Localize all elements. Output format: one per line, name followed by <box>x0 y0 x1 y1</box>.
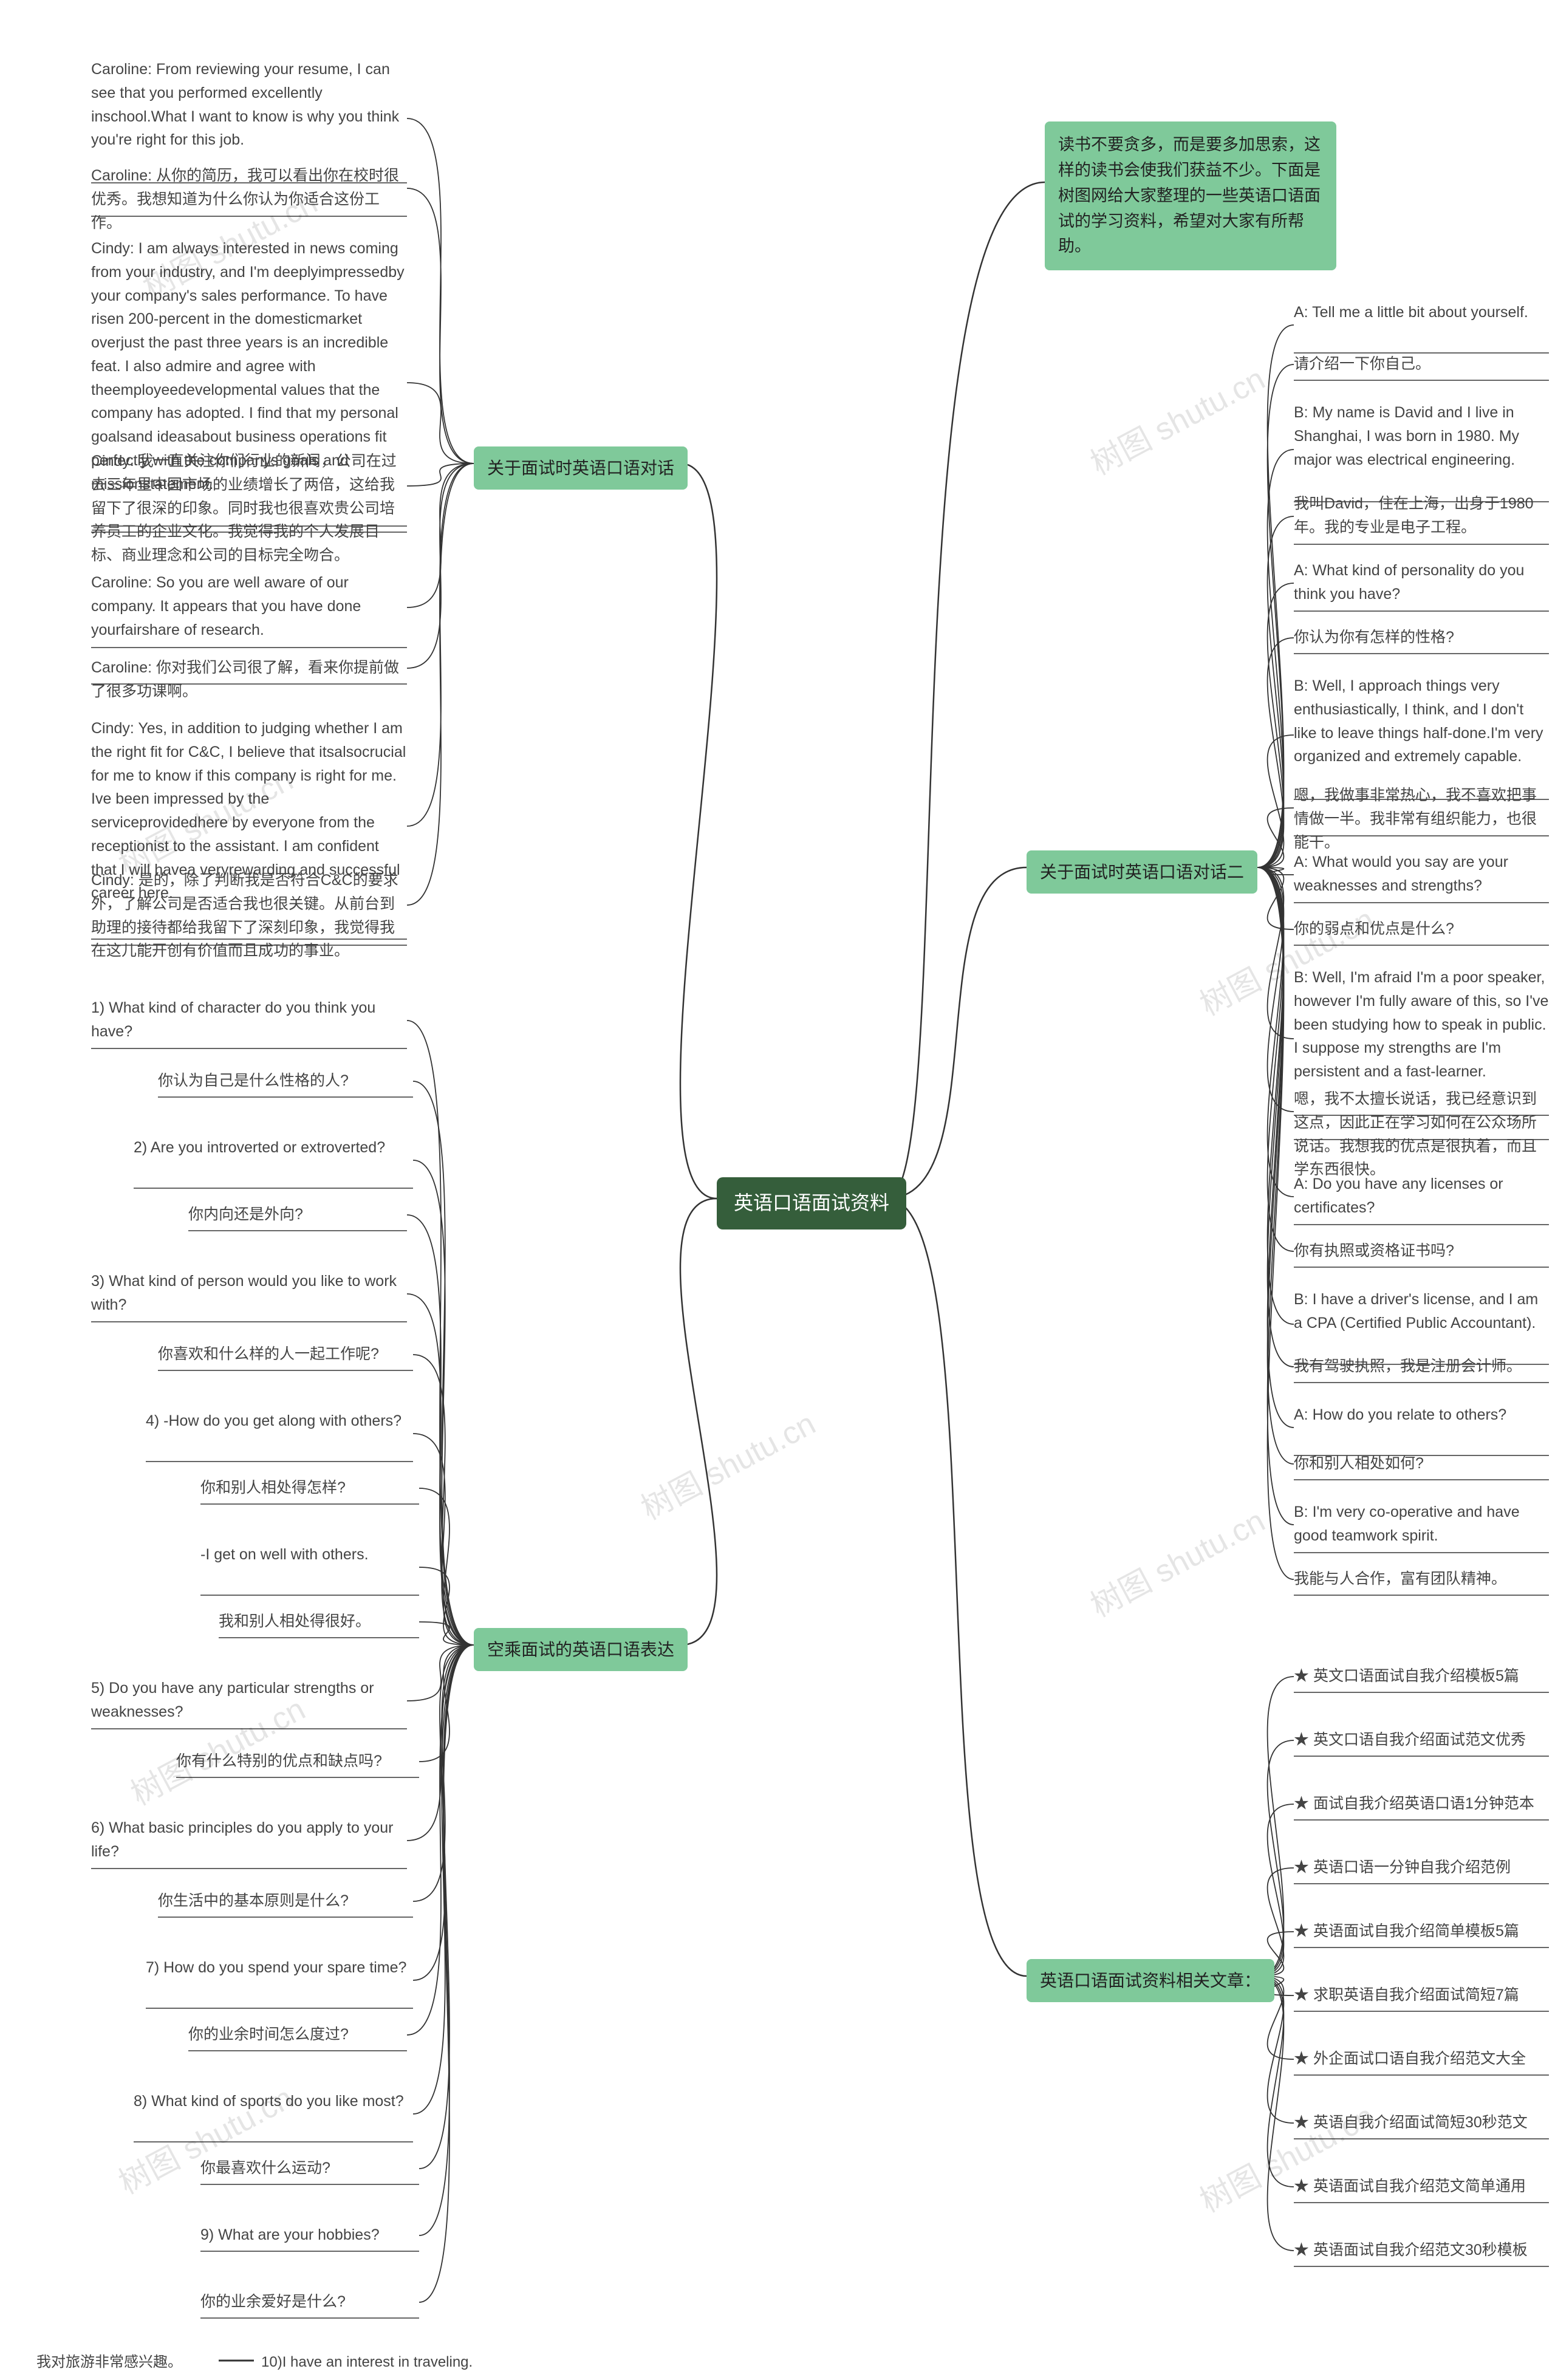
leaf: A: Tell me a little bit about yourself. <box>1294 301 1549 324</box>
leaf: 你的业余时间怎么度过? <box>188 2023 407 2047</box>
leaf: ★ 英语面试自我介绍简单模板5篇 <box>1294 1920 1549 1943</box>
branch-b3: 空乘面试的英语口语表达 <box>474 1628 688 1671</box>
leaf: B: I have a driver's license, and I am a… <box>1294 1288 1549 1335</box>
leaf: 5) Do you have any particular strengths … <box>91 1677 407 1724</box>
leaf: 4) -How do you get along with others? <box>146 1409 413 1433</box>
leaf: 请介绍一下你自己。 <box>1294 352 1549 376</box>
branch-b2: 关于面试时英语口语对话二 <box>1027 850 1257 894</box>
leaf: Caroline: So you are well aware of our c… <box>91 571 407 641</box>
leaf: 你有执照或资格证书吗? <box>1294 1239 1549 1263</box>
leaf: 你的业余爱好是什么? <box>200 2290 419 2314</box>
leaf: ★ 英文口语面试自我介绍模板5篇 <box>1294 1664 1549 1688</box>
watermark: 树图 shutu.cn <box>632 1398 822 1528</box>
leaf: 1) What kind of character do you think y… <box>91 996 407 1044</box>
leaf: 7) How do you spend your spare time? <box>146 1956 413 1980</box>
watermark: 树图 shutu.cn <box>1081 354 1271 484</box>
leaf: ★ 英语面试自我介绍范文简单通用 <box>1294 2175 1549 2198</box>
leaf: 你的弱点和优点是什么? <box>1294 917 1549 941</box>
leaf: A: What kind of personality do you think… <box>1294 559 1549 606</box>
leaf: A: Do you have any licenses or certifica… <box>1294 1172 1549 1220</box>
leaf: Caroline: 从你的简历，我可以看出你在校时很优秀。我想知道为什么你认为你… <box>91 164 407 234</box>
leaf: 你和别人相处得怎样? <box>200 1476 419 1500</box>
leaf: 你喜欢和什么样的人一起工作呢? <box>158 1342 413 1366</box>
leaf: Cindy: 我一直关注你们行业的新闻，公司在过去三年里中国市场的业绩增长了两倍… <box>91 450 407 567</box>
leaf: A: How do you relate to others? <box>1294 1403 1549 1427</box>
leaf: 2) Are you introverted or extroverted? <box>134 1136 413 1160</box>
leaf: 你认为自己是什么性格的人? <box>158 1069 413 1093</box>
leaf: 6) What basic principles do you apply to… <box>91 1816 407 1864</box>
leaf: B: I'm very co-operative and have good t… <box>1294 1500 1549 1548</box>
leaf: 我有驾驶执照，我是注册会计师。 <box>1294 1355 1549 1378</box>
leaf: ★ 求职英语自我介绍面试简短7篇 <box>1294 1983 1549 2007</box>
branch-b1: 关于面试时英语口语对话 <box>474 446 688 490</box>
leaf: 3) What kind of person would you like to… <box>91 1270 407 1317</box>
tail-a: 我对旅游非常感兴趣。 <box>36 2351 231 2373</box>
leaf: 嗯，我不太擅长说话，我已经意识到这点，因此正在学习如何在公众场所说话。我想我的优… <box>1294 1087 1549 1181</box>
leaf: 嗯，我做事非常热心，我不喜欢把事情做一半。我非常有组织能力，也很能干。 <box>1294 784 1549 854</box>
leaf: ★ 英语面试自我介绍范文30秒模板 <box>1294 2238 1549 2262</box>
leaf: -I get on well with others. <box>200 1543 419 1567</box>
leaf: 你有什么特别的优点和缺点吗? <box>176 1749 419 1773</box>
leaf: 你认为你有怎样的性格? <box>1294 626 1549 649</box>
leaf: Cindy: 是的，除了判断我是否符合C&C的要求外，了解公司是否适合我也很关键… <box>91 869 407 963</box>
tail-b: 10)I have an interest in traveling. <box>261 2351 541 2373</box>
leaf: 8) What kind of sports do you like most? <box>134 2090 413 2113</box>
leaf: ★ 英语口语一分钟自我介绍范例 <box>1294 1856 1549 1879</box>
leaf: 你和别人相处如何? <box>1294 1452 1549 1476</box>
leaf: 我叫David，住在上海，出身于1980年。我的专业是电子工程。 <box>1294 492 1549 539</box>
leaf: ★ 英语自我介绍面试简短30秒范文 <box>1294 2111 1549 2135</box>
root-node: 英语口语面试资料 <box>717 1177 906 1229</box>
leaf: 9) What are your hobbies? <box>200 2223 419 2247</box>
leaf: Caroline: 你对我们公司很了解，看来你提前做了很多功课啊。 <box>91 656 407 703</box>
leaf: ★ 英文口语自我介绍面试范文优秀 <box>1294 1728 1549 1752</box>
branch-b4: 英语口语面试资料相关文章： <box>1027 1959 1274 2002</box>
leaf: 你内向还是外向? <box>188 1203 407 1226</box>
leaf: A: What would you say are your weaknesse… <box>1294 850 1549 898</box>
leaf: B: My name is David and I live in Shangh… <box>1294 401 1549 471</box>
leaf: B: Well, I'm afraid I'm a poor speaker, … <box>1294 966 1549 1084</box>
leaf: 我和别人相处得很好。 <box>219 1610 419 1633</box>
leaf: Caroline: From reviewing your resume, I … <box>91 58 407 152</box>
leaf: 我能与人合作，富有团队精神。 <box>1294 1567 1549 1591</box>
leaf: 你生活中的基本原则是什么? <box>158 1889 413 1913</box>
watermark: 树图 shutu.cn <box>1081 1496 1271 1626</box>
leaf: 你最喜欢什么运动? <box>200 2156 419 2180</box>
leaf: ★ 面试自我介绍英语口语1分钟范本 <box>1294 1792 1549 1816</box>
leaf: B: Well, I approach things very enthusia… <box>1294 674 1549 768</box>
leaf: ★ 外企面试口语自我介绍范文大全 <box>1294 2047 1549 2071</box>
intro-box: 读书不要贪多，而是要多加思索，这样的读书会使我们获益不少。下面是树图网给大家整理… <box>1045 121 1336 270</box>
